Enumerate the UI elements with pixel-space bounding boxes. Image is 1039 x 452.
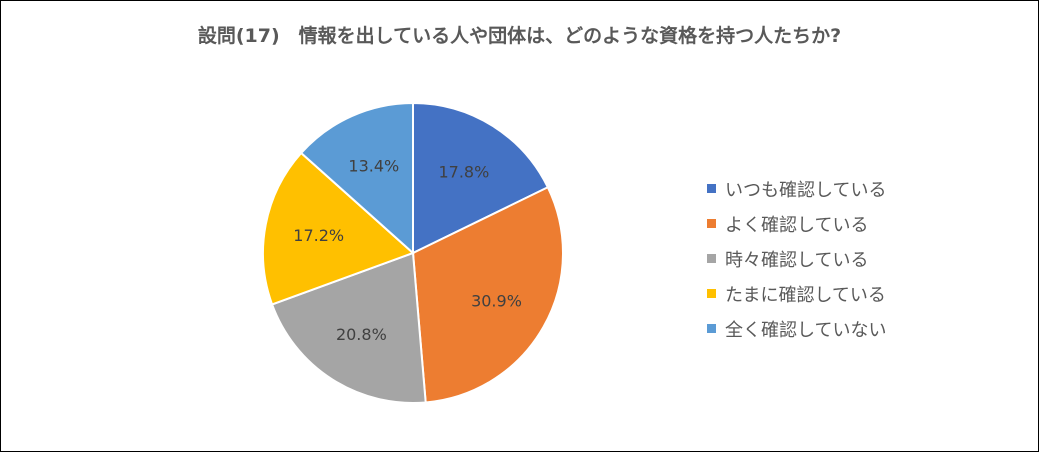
data-label-often: 30.9% (471, 291, 522, 310)
data-label-always: 17.8% (438, 163, 489, 182)
data-label-sometimes: 20.8% (336, 325, 387, 344)
pie-slice-often (411, 185, 564, 404)
legend-label: いつも確認している (725, 179, 887, 201)
legend-swatch (707, 219, 716, 228)
pie-slice-occasionally (262, 151, 415, 306)
data-label-occasionally: 17.2% (293, 226, 344, 245)
legend-swatch (707, 254, 716, 263)
chart-title: 設問(17) 情報を出している人や団体は、どのような資格を持つ人たちか? (197, 25, 842, 47)
legend-label: 時々確認している (725, 249, 869, 271)
pie-slice-never (299, 101, 414, 256)
legend-label: 全く確認していない (725, 319, 887, 341)
legend-label: たまに確認している (725, 284, 886, 306)
legend-swatch (707, 289, 716, 298)
legend-swatch (707, 184, 716, 193)
legend: いつも確認している よく確認している 時々確認している たまに確認している 全く確認して… (707, 171, 886, 346)
legend-item-always: いつも確認している (707, 171, 886, 206)
legend-label: よく確認している (725, 214, 869, 236)
data-label-never: 13.4% (348, 156, 399, 175)
legend-item-sometimes: 時々確認している (707, 241, 886, 276)
legend-item-never: 全く確認していない (707, 311, 886, 346)
pie-slice-always (412, 101, 550, 255)
legend-item-often: よく確認している (707, 206, 886, 241)
legend-item-occasionally: たまに確認している (707, 276, 886, 311)
legend-swatch (707, 324, 716, 333)
